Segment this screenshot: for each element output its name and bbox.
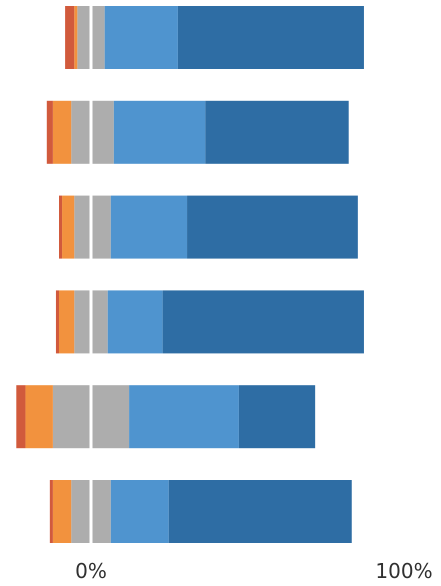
bar-segment-row6-series4 <box>92 480 111 543</box>
bar-segment-row5-series5 <box>129 385 239 449</box>
x-tick-label-0pct: 0% <box>75 559 107 583</box>
bar-segment-row1-series2 <box>74 6 78 69</box>
bar-segment-row2-series4 <box>92 100 114 164</box>
bar-segment-row6-series5 <box>110 480 169 543</box>
bar-segment-row6-series6 <box>168 480 352 543</box>
bar-segment-row2-series1 <box>46 100 53 164</box>
bar-segment-row4-series6 <box>162 290 364 354</box>
bar-segment-row5-series2 <box>25 385 53 449</box>
bar-segment-row2-series3 <box>71 100 90 164</box>
bar-segment-row5-series1 <box>16 385 26 449</box>
bar-segment-row3-series6 <box>187 195 358 259</box>
bar-segment-row1-series5 <box>104 6 178 69</box>
bar-segment-row6-series3 <box>71 480 90 543</box>
bar-segment-row5-series6 <box>238 385 316 449</box>
bar-segment-row2-series2 <box>52 100 72 164</box>
bar-segment-row1-series3 <box>77 6 90 69</box>
bar-segment-row5-series3 <box>52 385 90 449</box>
bar-segment-row4-series5 <box>107 290 163 354</box>
bar-segment-row2-series6 <box>205 100 349 164</box>
bar-segment-row4-series4 <box>92 290 108 354</box>
bar-segment-row3-series4 <box>92 195 111 259</box>
bar-segment-row4-series3 <box>74 290 90 354</box>
x-tick-label-100pct: 100% <box>375 559 432 583</box>
bar-segment-row3-series2 <box>62 195 75 259</box>
bar-segment-row3-series5 <box>110 195 188 259</box>
bar-segment-row6-series2 <box>52 480 72 543</box>
bar-segment-row3-series1 <box>59 195 63 259</box>
bar-segment-row1-series4 <box>92 6 105 69</box>
bar-segment-row4-series2 <box>59 290 75 354</box>
bar-segment-row2-series5 <box>113 100 206 164</box>
bar-segment-row6-series1 <box>49 480 53 543</box>
bar-segment-row4-series1 <box>55 290 59 354</box>
bar-segment-row1-series6 <box>177 6 364 69</box>
bar-segment-row3-series3 <box>74 195 90 259</box>
bars-layer <box>16 6 364 543</box>
x-axis: 0% 100% <box>75 559 432 583</box>
bar-segment-row5-series4 <box>92 385 130 449</box>
bar-segment-row1-series1 <box>65 6 75 69</box>
